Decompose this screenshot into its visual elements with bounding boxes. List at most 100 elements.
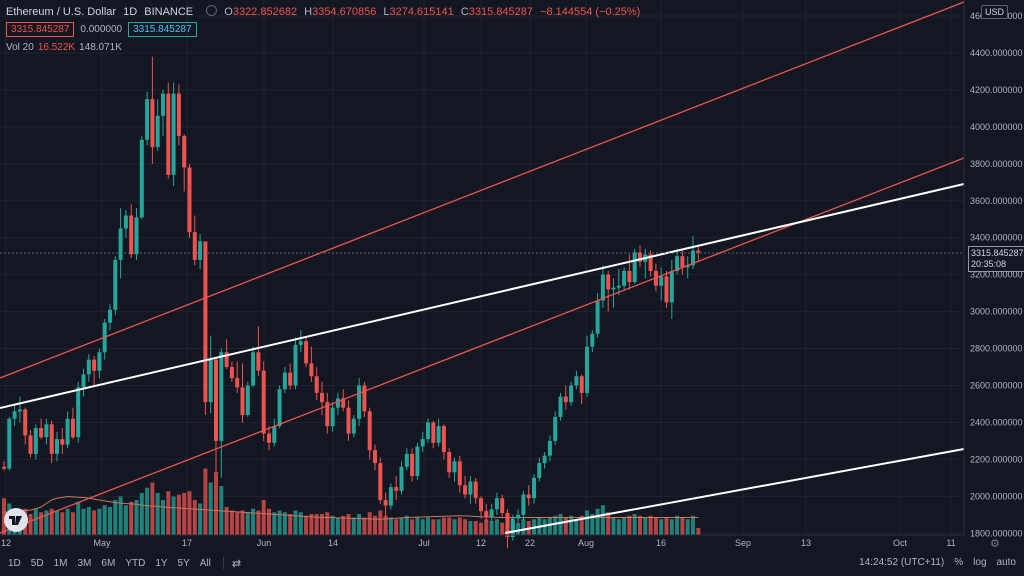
tradingview-logo[interactable]	[4, 508, 28, 532]
candle	[500, 494, 505, 517]
candle	[569, 381, 574, 406]
candle	[282, 367, 287, 393]
volume-bar	[558, 514, 563, 535]
candle	[510, 514, 515, 541]
volume-bar	[441, 517, 446, 535]
volume-bar	[214, 472, 218, 535]
candle	[304, 337, 309, 368]
volume-bar	[182, 493, 187, 535]
timeframe-5y[interactable]: 5Y	[177, 557, 190, 569]
candle-body	[81, 374, 86, 388]
candle	[521, 490, 526, 521]
volume-bar	[55, 510, 59, 535]
candle-body	[139, 139, 144, 218]
candle-body	[304, 341, 309, 364]
candle	[219, 348, 224, 478]
price-tick-label: 2200.000000	[970, 454, 1023, 464]
candle-body	[267, 433, 271, 443]
time-tick-label: 22	[525, 538, 535, 548]
timeframe-1d[interactable]: 1D	[8, 557, 21, 569]
red-channel-upper[interactable]	[0, 1, 965, 379]
candle	[330, 402, 335, 432]
volume-bar	[606, 512, 611, 535]
candle	[70, 407, 75, 440]
percent-toggle[interactable]: %	[954, 557, 964, 568]
candle-body	[166, 93, 171, 175]
volume-bar	[659, 519, 664, 535]
sell-button[interactable]: 3315.845287	[6, 22, 75, 37]
volume-legend[interactable]: Vol 20 16.522K 148.071K	[6, 42, 122, 53]
time-scale: 12 May 17 Jun 14 Jul 12 22 Aug 16 Sep 13 Oct 11	[1, 538, 956, 548]
auto-toggle[interactable]: auto	[996, 557, 1016, 568]
candle-body	[426, 422, 430, 440]
volume-bar	[293, 510, 298, 535]
gear-icon[interactable]: ⚙	[990, 538, 1000, 550]
symbol-title[interactable]: Ethereum / U.S. Dollar	[6, 6, 117, 18]
volume-bar	[113, 500, 118, 535]
timeframe-1y[interactable]: 1Y	[155, 557, 168, 569]
volume-bar	[521, 519, 526, 535]
volume-bar	[616, 519, 621, 535]
high-value: 3354.670856	[312, 6, 377, 18]
candle	[118, 208, 123, 279]
candle-body	[606, 274, 611, 290]
price-tick-label: 2600.000000	[970, 381, 1023, 391]
change-value: −8.144554 (−0.25%)	[540, 6, 641, 18]
time-tick-label: 12	[1, 538, 11, 548]
compare-icon[interactable]: ⇄	[231, 557, 242, 570]
candle	[685, 256, 690, 279]
log-toggle[interactable]: log	[973, 557, 987, 568]
candle	[585, 335, 589, 397]
candle-body	[44, 424, 49, 438]
candle	[76, 381, 81, 443]
timeframe-6m[interactable]: 6M	[101, 557, 116, 569]
currency-button[interactable]: USD	[981, 5, 1009, 19]
candle-body	[272, 426, 277, 443]
volume-bar	[224, 507, 229, 535]
candle	[436, 418, 441, 447]
clock-label[interactable]: 14:24:52 (UTC+11)	[859, 557, 945, 568]
candle	[171, 82, 176, 186]
candle-body	[590, 333, 595, 347]
timeframe-1m[interactable]: 1M	[53, 557, 68, 569]
candle-body	[373, 450, 377, 464]
candle-body	[282, 372, 287, 390]
candle-body	[479, 498, 483, 512]
candle-body	[436, 426, 441, 443]
volume-bar	[298, 512, 303, 535]
white-channel-lower[interactable]	[504, 448, 965, 534]
timeframe-all[interactable]: All	[199, 557, 211, 569]
candle-body	[219, 352, 224, 441]
candle	[86, 354, 91, 382]
candle	[558, 392, 563, 421]
candle-body	[49, 424, 54, 454]
volume-value: 16.522K	[37, 42, 76, 53]
white-channel-upper[interactable]	[0, 183, 965, 409]
candle	[229, 361, 234, 382]
volume-bar	[76, 501, 81, 535]
volume-bar	[277, 510, 282, 535]
candle-body	[431, 422, 436, 443]
volume-bar	[691, 515, 695, 535]
low-value: 3274.615141	[389, 6, 454, 18]
candle	[277, 385, 282, 428]
candle-body	[494, 498, 499, 510]
timeframe-ytd[interactable]: YTD	[125, 557, 146, 569]
volume-bar	[325, 512, 330, 535]
candle	[399, 461, 404, 495]
timeframe-5d[interactable]: 5D	[30, 557, 44, 569]
volume-bar	[473, 521, 478, 535]
time-tick-label: May	[93, 538, 111, 548]
candle-body	[616, 285, 621, 288]
buy-button[interactable]: 3315.845287	[128, 22, 197, 37]
timeframe-3m[interactable]: 3M	[77, 557, 92, 569]
candle	[388, 483, 393, 510]
candle	[696, 246, 701, 262]
interval-label[interactable]: 1D	[123, 6, 138, 18]
candle	[129, 204, 134, 259]
candle-body	[569, 385, 574, 403]
candle-body	[198, 241, 203, 260]
volume-bar	[399, 517, 404, 535]
candle	[468, 476, 473, 504]
